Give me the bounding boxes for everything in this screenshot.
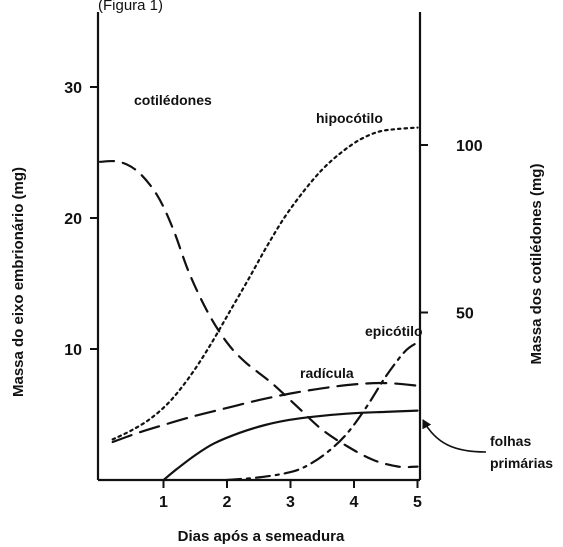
series-cotiledones — [98, 159, 419, 469]
label-cotiledones: cotilédones — [134, 92, 212, 108]
x-tick-label: 3 — [286, 494, 295, 511]
arrow-folhas-primarias — [422, 419, 487, 453]
x-tick-label: 2 — [223, 494, 232, 511]
labels-layer: cotilédones hipocótilo epicótilo radícula fo… — [134, 92, 553, 471]
x-tick-label: 5 — [413, 494, 422, 511]
y-axis-left-title: Massa do eixo embrionário (mg) — [10, 167, 27, 397]
header-fragment: (Figura 1) — [98, 0, 163, 14]
series-radicula — [111, 381, 419, 444]
label-epicotilo: epicótilo — [365, 323, 423, 339]
series-layer — [98, 126, 419, 482]
label-radicula: radícula — [300, 365, 354, 381]
axes — [96, 12, 422, 482]
y-right-tick-label: 100 — [456, 138, 483, 155]
label-folhas-primarias: folhas primárias — [422, 419, 553, 471]
label-line: primárias — [490, 455, 553, 471]
series-epicotilo — [225, 341, 419, 482]
series-folhas-primarias — [162, 409, 419, 482]
y-left-tick-label: 10 — [64, 342, 82, 359]
x-axis-title: Dias após a semeadura — [178, 528, 345, 545]
x-tick-label: 1 — [159, 494, 168, 511]
y-axis-right-title: Massa dos cotilédones (mg) — [528, 164, 545, 365]
ticks: 1 2 3 4 5 10 20 30 50 100 — [64, 80, 483, 511]
y-right-tick-label: 50 — [456, 306, 474, 323]
label-line: folhas — [490, 433, 531, 449]
label-hipocotilo: hipocótilo — [316, 110, 383, 126]
x-tick-label: 4 — [350, 494, 359, 511]
series-hipocotilo — [111, 126, 419, 441]
y-left-tick-label: 20 — [64, 211, 82, 228]
y-left-tick-label: 30 — [64, 80, 82, 97]
